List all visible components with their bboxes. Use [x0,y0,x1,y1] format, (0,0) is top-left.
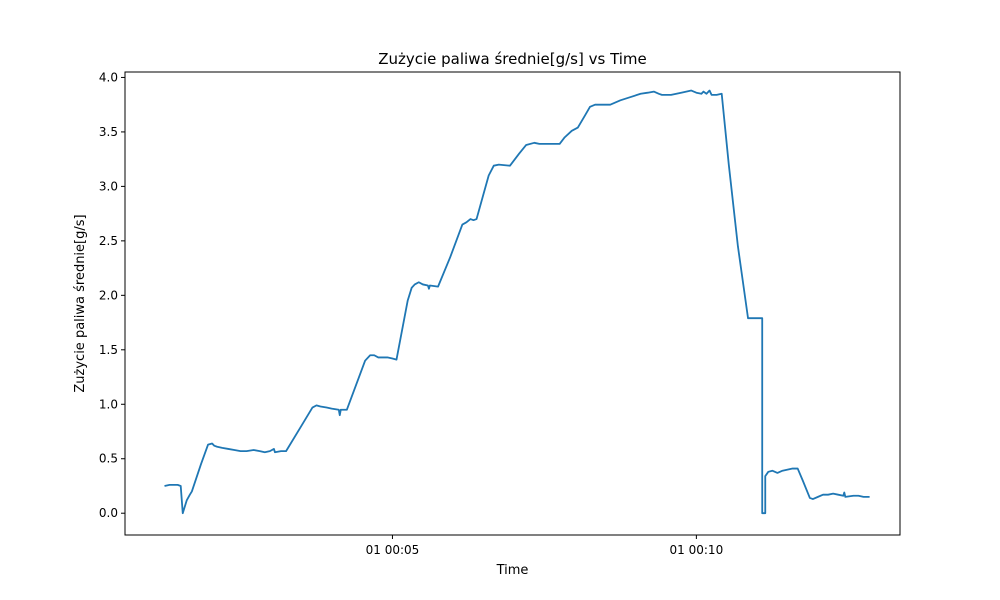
y-tick-label: 3.0 [99,179,118,193]
plot-area [164,89,870,515]
y-axis: 0.0 0.5 1.0 1.5 2.0 2.5 3.0 3.5 4.0 [99,70,125,520]
y-tick-label: 4.0 [99,70,118,84]
x-axis: 01 00:05 01 00:10 [366,535,724,557]
x-tick-label: 01 00:05 [366,543,420,557]
y-tick-label: 2.5 [99,234,118,248]
y-axis-label: Zużycie paliwa średnie[g/s] [73,214,88,392]
y-tick-label: 1.0 [99,397,118,411]
x-axis-label: Time [496,563,529,578]
y-tick-label: 2.0 [99,288,118,302]
series-line [164,89,870,515]
y-tick-label: 3.5 [99,125,118,139]
x-tick-label: 01 00:10 [670,543,724,557]
y-tick-label: 0.5 [99,452,118,466]
chart-title: Zużycie paliwa średnie[g/s] vs Time [378,50,647,68]
y-tick-label: 1.5 [99,343,118,357]
plot-frame [124,71,901,536]
y-tick-label: 0.0 [99,506,118,520]
